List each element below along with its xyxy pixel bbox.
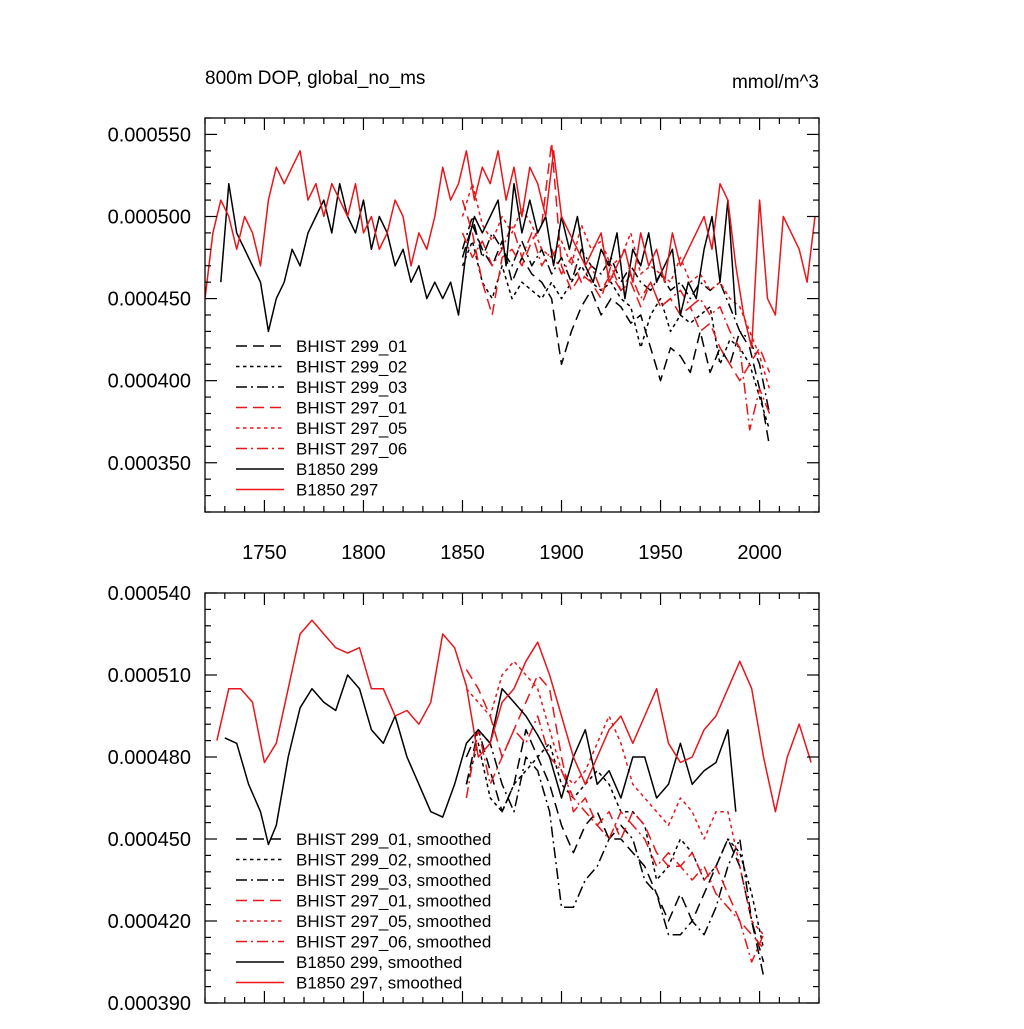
y-tick-label: 0.000450 bbox=[108, 829, 191, 851]
chart-units: mmol/m^3 bbox=[732, 72, 819, 93]
legend-label: BHIST 297_01 bbox=[296, 399, 407, 418]
legend-label: B1850 297 bbox=[296, 481, 378, 500]
series-line-6 bbox=[461, 223, 771, 431]
legend-label: BHIST 297_01, smoothed bbox=[296, 892, 491, 911]
legend: BHIST 299_01, smoothed BHIST 299_02, smoo… bbox=[236, 830, 491, 993]
y-tick-label: 0.000510 bbox=[108, 665, 191, 687]
plot-frame bbox=[204, 592, 820, 1004]
series-line-1 bbox=[465, 728, 765, 963]
legend-label: BHIST 299_01 bbox=[296, 337, 407, 356]
chart-title: 800m DOP, global_no_ms bbox=[205, 68, 425, 89]
x-tick-label: 1750 bbox=[242, 542, 287, 564]
y-tick-label: 0.000390 bbox=[108, 993, 191, 1015]
chart-panel-2: 0.000390 0.000420 0.000450 0.000480 0.000510… bbox=[108, 583, 820, 1015]
legend-label: BHIST 299_03, smoothed bbox=[296, 871, 491, 890]
series-line-7 bbox=[224, 674, 737, 846]
series-group bbox=[216, 619, 812, 976]
y-tick-label: 0.000500 bbox=[108, 207, 191, 229]
legend-label: BHIST 299_01, smoothed bbox=[296, 830, 491, 849]
series-line-8 bbox=[216, 619, 812, 813]
legend-label: BHIST 299_02, smoothed bbox=[296, 851, 491, 870]
x-tick-label: 1850 bbox=[440, 542, 485, 564]
series-line-2 bbox=[461, 240, 771, 431]
series-line-3 bbox=[465, 728, 765, 976]
series-line-7 bbox=[220, 182, 737, 333]
axis-ticks bbox=[204, 592, 820, 1004]
legend-label: B1850 297, smoothed bbox=[296, 974, 462, 993]
legend-label: BHIST 297_06, smoothed bbox=[296, 933, 491, 952]
y-tick-label: 0.000550 bbox=[108, 124, 191, 146]
legend-label: BHIST 297_06 bbox=[296, 440, 407, 459]
axis-ticks bbox=[204, 117, 820, 513]
y-tick-label: 0.000480 bbox=[108, 747, 191, 769]
legend-label: BHIST 297_05, smoothed bbox=[296, 912, 491, 931]
legend-label: BHIST 299_02 bbox=[296, 358, 407, 377]
x-tick-label: 1800 bbox=[341, 542, 386, 564]
legend-label: BHIST 297_05 bbox=[296, 419, 407, 438]
legend-label: BHIST 299_03 bbox=[296, 378, 407, 397]
x-tick-label: 2000 bbox=[737, 542, 782, 564]
series-line-8 bbox=[205, 150, 816, 349]
y-tick-label: 0.000420 bbox=[108, 911, 191, 933]
y-tick-label: 0.000400 bbox=[108, 371, 191, 393]
legend-label: B1850 299, smoothed bbox=[296, 953, 462, 972]
series-line-4 bbox=[465, 669, 765, 949]
series-line-5 bbox=[465, 660, 765, 936]
x-tick-label: 1900 bbox=[539, 542, 584, 564]
series-line-2 bbox=[465, 742, 765, 949]
y-tick-label: 0.000350 bbox=[108, 453, 191, 475]
series-line-1 bbox=[461, 223, 771, 447]
series-line-6 bbox=[465, 715, 765, 963]
series-line-4 bbox=[461, 141, 771, 382]
y-tick-label: 0.000540 bbox=[108, 583, 191, 605]
chart-panel-1: 0.000350 0.000400 0.000450 0.000500 0.000550… bbox=[108, 68, 820, 564]
x-tick-label: 1950 bbox=[638, 542, 683, 564]
legend-label: B1850 299 bbox=[296, 460, 378, 479]
y-tick-label: 0.000450 bbox=[108, 289, 191, 311]
series-group bbox=[205, 141, 816, 447]
series-line-5 bbox=[461, 182, 771, 390]
